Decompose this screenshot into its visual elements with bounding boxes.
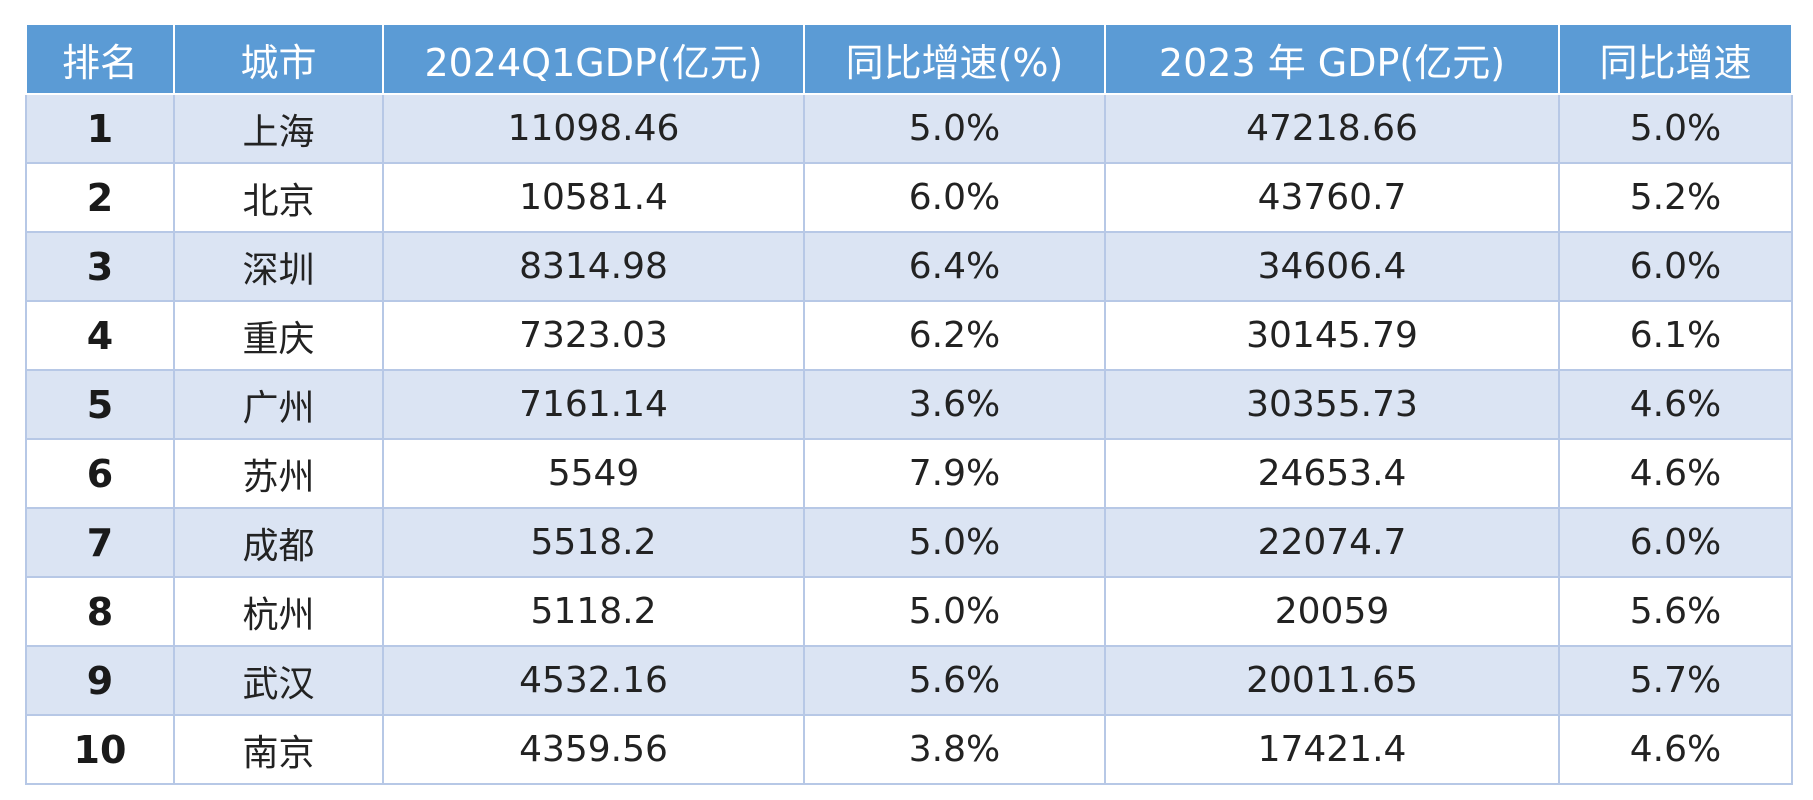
cell-2023-gdp: 22074.7 <box>1104 507 1560 578</box>
cell-2023-growth: 4.6% <box>1558 714 1793 785</box>
cell-q1-growth: 3.6% <box>803 369 1106 440</box>
cell-q1-growth: 6.2% <box>803 300 1106 371</box>
cell-rank: 7 <box>25 507 175 578</box>
cell-2023-gdp: 20011.65 <box>1104 645 1560 716</box>
cell-rank: 5 <box>25 369 175 440</box>
header-2023-gdp: 2023 年 GDP(亿元) <box>1104 23 1560 95</box>
cell-city: 成都 <box>173 507 384 578</box>
cell-2023-gdp: 30355.73 <box>1104 369 1560 440</box>
cell-city: 重庆 <box>173 300 384 371</box>
table-row: 8 杭州 5118.2 5.0% 20059 5.6% <box>25 576 1793 647</box>
cell-q1-gdp: 7323.03 <box>382 300 805 371</box>
cell-2023-gdp: 24653.4 <box>1104 438 1560 509</box>
cell-q1-growth: 7.9% <box>803 438 1106 509</box>
cell-2023-growth: 5.0% <box>1558 93 1793 164</box>
cell-q1-gdp: 5518.2 <box>382 507 805 578</box>
cell-q1-gdp: 4532.16 <box>382 645 805 716</box>
cell-2023-gdp: 30145.79 <box>1104 300 1560 371</box>
cell-city: 苏州 <box>173 438 384 509</box>
cell-2023-growth: 5.2% <box>1558 162 1793 233</box>
cell-rank: 10 <box>25 714 175 785</box>
cell-city: 深圳 <box>173 231 384 302</box>
table-row: 7 成都 5518.2 5.0% 22074.7 6.0% <box>25 507 1793 578</box>
header-q1-growth: 同比增速(%) <box>803 23 1106 95</box>
cell-q1-growth: 6.4% <box>803 231 1106 302</box>
cell-q1-gdp: 4359.56 <box>382 714 805 785</box>
cell-rank: 3 <box>25 231 175 302</box>
cell-2023-growth: 6.0% <box>1558 507 1793 578</box>
cell-city: 上海 <box>173 93 384 164</box>
table-header: 排名 城市 2024Q1GDP(亿元) 同比增速(%) 2023 年 GDP(亿… <box>25 23 1793 95</box>
cell-2023-gdp: 20059 <box>1104 576 1560 647</box>
cell-2023-growth: 5.6% <box>1558 576 1793 647</box>
header-rank: 排名 <box>25 23 175 95</box>
cell-q1-gdp: 11098.46 <box>382 93 805 164</box>
cell-rank: 1 <box>25 93 175 164</box>
cell-2023-growth: 4.6% <box>1558 438 1793 509</box>
table-row: 10 南京 4359.56 3.8% 17421.4 4.6% <box>25 714 1793 785</box>
cell-q1-gdp: 7161.14 <box>382 369 805 440</box>
cell-city: 北京 <box>173 162 384 233</box>
table-row: 9 武汉 4532.16 5.6% 20011.65 5.7% <box>25 645 1793 716</box>
header-city: 城市 <box>173 23 384 95</box>
cell-2023-gdp: 34606.4 <box>1104 231 1560 302</box>
cell-q1-growth: 5.0% <box>803 507 1106 578</box>
header-2023-growth: 同比增速 <box>1558 23 1793 95</box>
cell-rank: 8 <box>25 576 175 647</box>
cell-rank: 6 <box>25 438 175 509</box>
cell-2023-growth: 6.0% <box>1558 231 1793 302</box>
cell-2023-gdp: 43760.7 <box>1104 162 1560 233</box>
cell-q1-growth: 5.0% <box>803 93 1106 164</box>
cell-q1-growth: 5.6% <box>803 645 1106 716</box>
header-row: 排名 城市 2024Q1GDP(亿元) 同比增速(%) 2023 年 GDP(亿… <box>25 23 1793 95</box>
cell-rank: 4 <box>25 300 175 371</box>
cell-city: 杭州 <box>173 576 384 647</box>
table-row: 1 上海 11098.46 5.0% 47218.66 5.0% <box>25 93 1793 164</box>
cell-q1-growth: 6.0% <box>803 162 1106 233</box>
cell-q1-gdp: 5549 <box>382 438 805 509</box>
cell-2023-gdp: 47218.66 <box>1104 93 1560 164</box>
gdp-ranking-table-container: 排名 城市 2024Q1GDP(亿元) 同比增速(%) 2023 年 GDP(亿… <box>25 23 1793 785</box>
cell-rank: 2 <box>25 162 175 233</box>
cell-2023-growth: 4.6% <box>1558 369 1793 440</box>
table-row: 4 重庆 7323.03 6.2% 30145.79 6.1% <box>25 300 1793 371</box>
cell-q1-growth: 5.0% <box>803 576 1106 647</box>
cell-q1-gdp: 10581.4 <box>382 162 805 233</box>
header-q1-gdp: 2024Q1GDP(亿元) <box>382 23 805 95</box>
cell-rank: 9 <box>25 645 175 716</box>
cell-q1-gdp: 5118.2 <box>382 576 805 647</box>
table-row: 5 广州 7161.14 3.6% 30355.73 4.6% <box>25 369 1793 440</box>
cell-city: 广州 <box>173 369 384 440</box>
table-row: 6 苏州 5549 7.9% 24653.4 4.6% <box>25 438 1793 509</box>
cell-q1-growth: 3.8% <box>803 714 1106 785</box>
cell-2023-growth: 6.1% <box>1558 300 1793 371</box>
cell-city: 武汉 <box>173 645 384 716</box>
cell-city: 南京 <box>173 714 384 785</box>
gdp-ranking-table: 排名 城市 2024Q1GDP(亿元) 同比增速(%) 2023 年 GDP(亿… <box>25 23 1793 785</box>
table-row: 3 深圳 8314.98 6.4% 34606.4 6.0% <box>25 231 1793 302</box>
table-body: 1 上海 11098.46 5.0% 47218.66 5.0% 2 北京 10581.4 6.0… <box>25 93 1793 785</box>
cell-q1-gdp: 8314.98 <box>382 231 805 302</box>
cell-2023-growth: 5.7% <box>1558 645 1793 716</box>
table-row: 2 北京 10581.4 6.0% 43760.7 5.2% <box>25 162 1793 233</box>
cell-2023-gdp: 17421.4 <box>1104 714 1560 785</box>
